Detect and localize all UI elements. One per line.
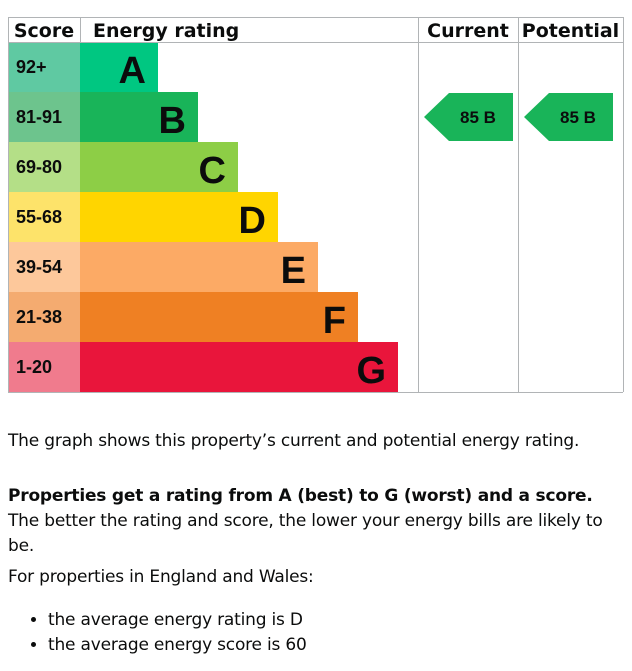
energy-rating-chart: Score Energy rating Current Potential 92+ A 81… [8, 17, 624, 393]
rating-letter-g: G [356, 350, 386, 392]
score-column-header: Score [14, 20, 74, 42]
score-cell-e [8, 242, 80, 292]
score-cell-f [8, 292, 80, 342]
rating-letter-d: D [239, 200, 266, 242]
rating-bar-f [80, 292, 358, 342]
rating-bar-a [80, 42, 158, 92]
rating-bar-g [80, 342, 398, 392]
rating-explanation-bold: Properties get a rating from A (best) to… [8, 486, 593, 506]
score-range-f: 21-38 [16, 307, 62, 327]
score-cell-d [8, 192, 80, 242]
score-range-a: 92+ [16, 57, 47, 77]
rating-column-header: Energy rating [93, 20, 239, 42]
rating-letter-b: B [159, 100, 186, 142]
score-range-b: 81-91 [16, 107, 62, 127]
rating-explanation-rest: The better the rating and score, the low… [8, 511, 603, 556]
score-range-c: 69-80 [16, 157, 62, 177]
score-range-d: 55-68 [16, 207, 62, 227]
regional-intro: For properties in England and Wales: [8, 567, 314, 587]
current-arrow [424, 93, 513, 141]
rating-bar-b [80, 92, 198, 142]
rating-letter-f: F [323, 300, 346, 342]
rating-explanation: Properties get a rating from A (best) to… [8, 484, 624, 559]
current-column-header: Current [427, 20, 509, 42]
potential-rating-label: 85 B [560, 108, 596, 127]
average-rating-item: the average energy rating is D [48, 608, 307, 633]
rating-bar-c [80, 142, 238, 192]
average-list: the average energy rating is D the avera… [8, 608, 307, 658]
score-range-g: 1-20 [16, 357, 52, 377]
score-cell-c [8, 142, 80, 192]
average-score-item: the average energy score is 60 [48, 633, 307, 658]
potential-arrow [524, 93, 613, 141]
current-rating-label: 85 B [460, 108, 496, 127]
rating-bar-d [80, 192, 278, 242]
chart-description: The graph shows this property’s current … [8, 431, 580, 451]
rating-letter-e: E [281, 250, 306, 292]
rating-bar-e [80, 242, 318, 292]
score-range-e: 39-54 [16, 257, 62, 277]
rating-letter-a: A [119, 50, 146, 92]
score-cell-g [8, 342, 80, 392]
score-cell-b [8, 92, 80, 142]
score-cell-a [8, 42, 80, 92]
potential-column-header: Potential [522, 20, 619, 42]
rating-letter-c: C [199, 150, 226, 192]
